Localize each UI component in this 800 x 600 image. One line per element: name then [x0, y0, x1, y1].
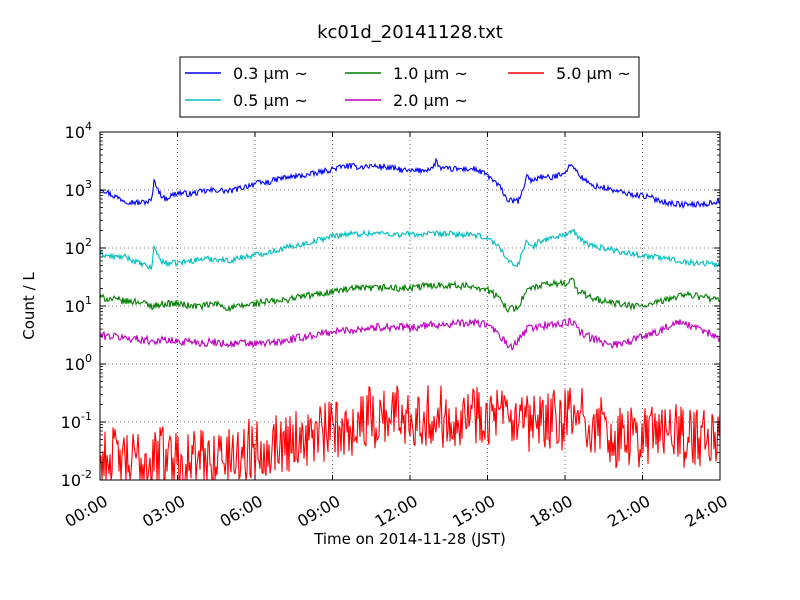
- x-axis-label: Time on 2014-11-28 (JST): [313, 530, 506, 548]
- chart-title: kc01d_20141128.txt: [317, 22, 503, 43]
- y-tick-label-base: 10: [65, 181, 85, 200]
- y-tick-label: 101: [65, 294, 92, 316]
- y-tick-label-exponent: -1: [81, 410, 92, 423]
- y-tick-label: 103: [65, 178, 92, 200]
- y-tick-label-base: 10: [65, 239, 85, 258]
- y-tick-label-base: 10: [65, 297, 85, 316]
- y-tick-label: 102: [65, 236, 92, 258]
- y-tick-label-exponent: 0: [85, 352, 92, 365]
- series-line: [99, 277, 721, 313]
- series-line: [99, 385, 721, 481]
- y-tick-label-exponent: 4: [85, 120, 92, 133]
- legend-items: 0.3 μm ~ 0.5 μm ~ 1.0 μm ~ 2.0 μm ~ 5.0 μm ~: [185, 64, 631, 110]
- y-axis-label: Count / L: [20, 272, 38, 340]
- y-tick-label-exponent: 2: [85, 236, 92, 249]
- y-tick-label: 10-1: [61, 410, 92, 432]
- y-tick-label-base: 10: [61, 413, 81, 432]
- y-tick-label-exponent: 1: [85, 294, 92, 307]
- series-lines: [99, 157, 721, 481]
- legend-label: 0.5 μm ~: [233, 91, 308, 110]
- legend-label: 2.0 μm ~: [393, 91, 468, 110]
- y-tick-label-exponent: 3: [85, 178, 92, 191]
- series-line: [99, 228, 721, 270]
- y-tick-label-exponent: -2: [81, 468, 92, 481]
- legend-box: [179, 56, 640, 118]
- axis-ticks: [99, 131, 721, 481]
- y-tick-label-base: 10: [61, 471, 81, 490]
- y-tick-label-base: 10: [65, 355, 85, 374]
- legend-label: 1.0 μm ~: [393, 64, 468, 83]
- y-tick-label: 10-2: [61, 468, 92, 490]
- y-tick-label: 104: [65, 120, 92, 142]
- legend-label: 0.3 μm ~: [233, 64, 308, 83]
- series-line: [99, 317, 721, 351]
- legend: 0.3 μm ~ 0.5 μm ~ 1.0 μm ~ 2.0 μm ~ 5.0 μm ~: [179, 56, 640, 118]
- y-tick-label-base: 10: [65, 123, 85, 142]
- y-tick-label: 100: [65, 352, 92, 374]
- legend-label: 5.0 μm ~: [556, 64, 631, 83]
- series-line: [99, 157, 721, 209]
